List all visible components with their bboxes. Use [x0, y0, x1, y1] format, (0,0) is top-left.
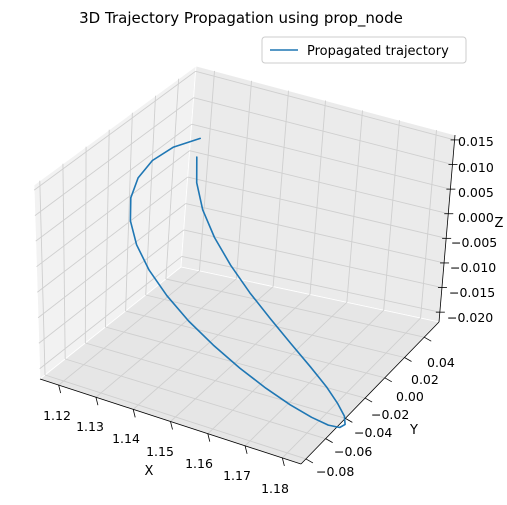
x-grid-line — [170, 294, 311, 422]
chart-title: 3D Trajectory Propagation using prop_nod… — [79, 9, 403, 28]
y-tick-label: −0.08 — [316, 464, 354, 479]
z-axis-line — [438, 134, 456, 323]
y-grid-line — [85, 342, 346, 419]
y-grid-line — [62, 163, 66, 360]
y-grid-line — [165, 278, 425, 338]
y-tick-mark — [345, 418, 353, 423]
x-tick-label: 1.17 — [223, 468, 251, 483]
grid-lines — [33, 70, 455, 460]
x-tick-label: 1.15 — [146, 444, 174, 459]
y-tick-label: −0.04 — [354, 425, 392, 440]
x-tick-label: 1.14 — [112, 431, 140, 446]
y-tick-mark — [424, 336, 432, 342]
z-tick-label: 0.000 — [458, 210, 494, 225]
z-tick-label: 0.005 — [458, 185, 494, 200]
y-grid-line — [165, 78, 180, 280]
x-tick-label: 1.16 — [185, 456, 213, 471]
x-tick-mark — [132, 409, 136, 418]
z-axis-label: Z — [495, 216, 504, 231]
z-grid-line — [33, 70, 196, 191]
y-grid-line — [125, 310, 385, 379]
y-grid-line — [145, 294, 405, 358]
x-tick-mark — [244, 445, 248, 454]
z-grid-line — [185, 203, 445, 264]
y-tick-mark — [364, 397, 373, 403]
x-grid-line — [272, 90, 289, 287]
x-tick-label: 1.13 — [76, 419, 104, 434]
y-grid-line — [65, 358, 326, 440]
y-grid-line — [44, 374, 307, 460]
y-axis-line — [300, 321, 440, 465]
z-grid-line — [39, 256, 183, 370]
y-tick-mark — [384, 377, 392, 383]
x-grid-line — [198, 70, 215, 271]
x-tick-mark — [281, 457, 285, 467]
z-tick-label: −0.015 — [449, 285, 495, 300]
z-grid-line — [35, 123, 192, 242]
z-grid-line — [181, 255, 440, 313]
x-grid-line — [95, 278, 237, 398]
y-tick-mark — [305, 458, 314, 464]
legend: Propagated trajectory — [261, 36, 467, 64]
y-grid-line — [125, 112, 133, 312]
y-axis-label: Y — [409, 423, 418, 438]
x-tick-mark — [207, 433, 211, 442]
y-tick-label: −0.06 — [334, 444, 372, 459]
series-line-propagated-trajectory — [129, 137, 346, 429]
tick-marks — [58, 139, 460, 467]
z-tick-label: −0.010 — [450, 260, 496, 275]
x-grid-line — [282, 317, 421, 459]
z-grid-line — [34, 97, 194, 216]
z-tick-label: −0.005 — [451, 235, 497, 250]
z-tick-label: 0.010 — [458, 160, 494, 175]
y-tick-label: −0.02 — [371, 407, 409, 422]
legend-label: Propagated trajectory — [307, 44, 449, 59]
x-grid-line — [244, 309, 385, 447]
z-grid-line — [37, 203, 187, 319]
x-grid-line — [420, 130, 437, 319]
y-tick-mark — [404, 357, 412, 362]
z-tick-label: −0.020 — [447, 310, 493, 325]
z-grid-line — [191, 123, 451, 190]
z-grid-line — [195, 70, 455, 141]
z-grid-line — [187, 176, 447, 239]
z-tick-label: 0.015 — [458, 134, 494, 149]
x-grid-line — [309, 100, 326, 295]
z-grid-line — [189, 150, 449, 215]
x-grid-line — [132, 286, 274, 410]
y-tick-mark — [325, 438, 333, 443]
legend-box — [261, 36, 467, 64]
x-tick-mark — [95, 397, 99, 406]
z-grid-line — [183, 229, 443, 288]
x-grid-line — [207, 302, 348, 434]
x-grid-line — [346, 110, 363, 303]
y-grid-line — [39, 180, 46, 376]
z-grid-line — [193, 97, 453, 165]
x-tick-label: 1.18 — [261, 481, 289, 496]
z-grid-line — [36, 150, 190, 268]
x-tick-mark — [170, 421, 173, 430]
y-grid-line — [105, 129, 110, 328]
x-tick-mark — [58, 384, 62, 394]
y-grid-line — [145, 95, 156, 296]
y-tick-label: 0.04 — [427, 355, 455, 370]
y-tick-label: 0.02 — [411, 372, 439, 387]
x-grid-line — [58, 270, 200, 386]
z-grid-line — [37, 176, 188, 293]
x-grid-line — [383, 120, 400, 311]
x-tick-label: 1.12 — [43, 408, 71, 423]
y-grid-line — [105, 326, 366, 399]
y-grid-line — [84, 146, 87, 344]
x-grid-line — [235, 80, 252, 279]
y-tick-label: 0.00 — [396, 389, 424, 404]
x-axis-label: X — [145, 464, 154, 479]
z-grid-line — [38, 229, 185, 344]
